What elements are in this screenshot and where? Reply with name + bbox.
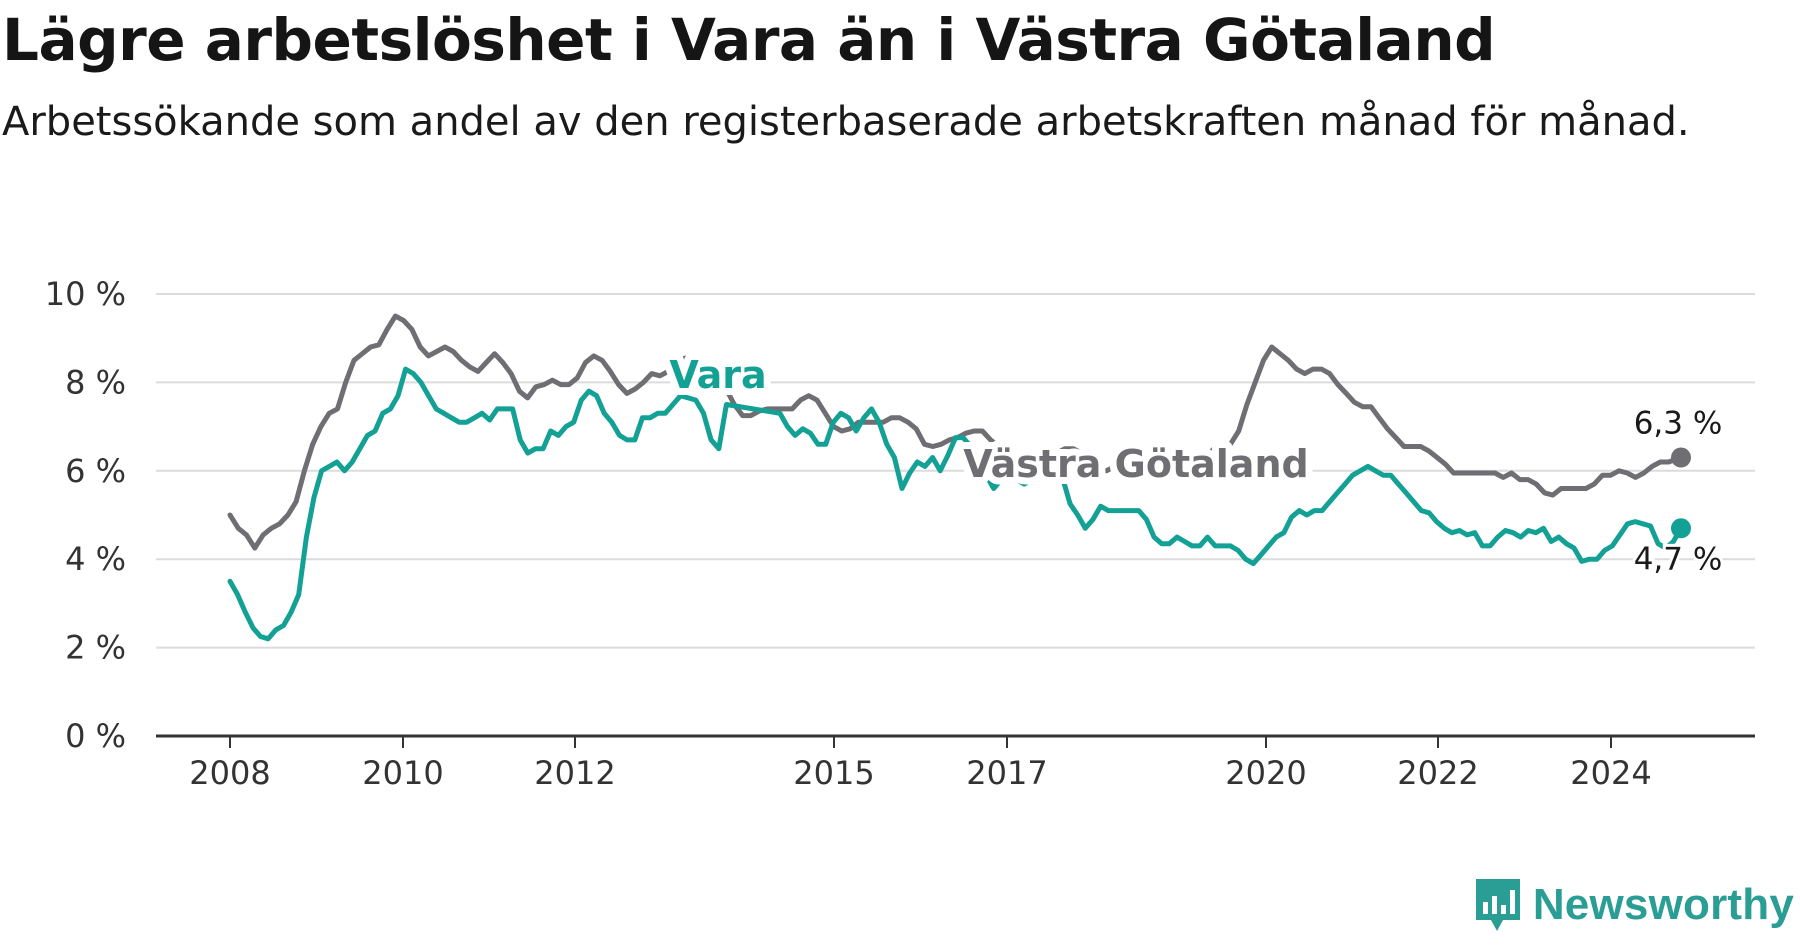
series-label-vara: Vara <box>669 353 766 397</box>
chart-title: Lägre arbetslöshet i Vara än i Västra Gö… <box>2 6 1496 74</box>
brand-name: Newsworthy <box>1532 880 1794 929</box>
series-line-vastra-gotaland <box>227 313 1684 551</box>
y-tick-label: 0 % <box>65 717 126 755</box>
x-tick-label: 2022 <box>1397 754 1478 792</box>
x-tick-label: 2024 <box>1570 754 1651 792</box>
x-tick-label: 2015 <box>793 754 874 792</box>
series-label-vastra-gotaland: Västra Götaland <box>963 442 1308 486</box>
end-point-vara <box>1671 518 1691 539</box>
y-tick-label: 10 % <box>45 275 126 313</box>
end-value-label: 6,3 % <box>1634 406 1723 442</box>
y-tick-label: 8 % <box>65 363 126 401</box>
series-lines <box>227 313 1691 642</box>
x-tick-label: 2012 <box>534 754 615 792</box>
series-labels: 6,3 % 4,7 % Västra Götaland Vara <box>662 346 1725 580</box>
brand-logo: Newsworthy <box>1473 876 1794 934</box>
newsworthy-logo-icon <box>1475 879 1520 931</box>
y-axis-ticks: 0 % 2 % 4 % 6 % 8 % 10 % <box>45 275 126 755</box>
y-tick-label: 2 % <box>65 629 126 667</box>
x-tick-label: 2017 <box>966 754 1047 792</box>
end-point-vastra-gotaland <box>1671 447 1691 468</box>
x-axis-ticks: 2008 2010 2012 2015 2017 2020 2022 2024 <box>189 736 1652 792</box>
x-tick-label: 2010 <box>362 754 443 792</box>
chart-subtitle: Arbetssökande som andel av den registerb… <box>2 99 1690 145</box>
gridlines <box>156 293 1755 738</box>
x-tick-label: 2008 <box>189 754 270 792</box>
y-tick-label: 4 % <box>65 540 126 578</box>
series-line-vara <box>227 366 1684 642</box>
x-tick-label: 2020 <box>1225 754 1306 792</box>
end-value-label: 4,7 % <box>1634 541 1723 577</box>
y-tick-label: 6 % <box>65 452 126 490</box>
